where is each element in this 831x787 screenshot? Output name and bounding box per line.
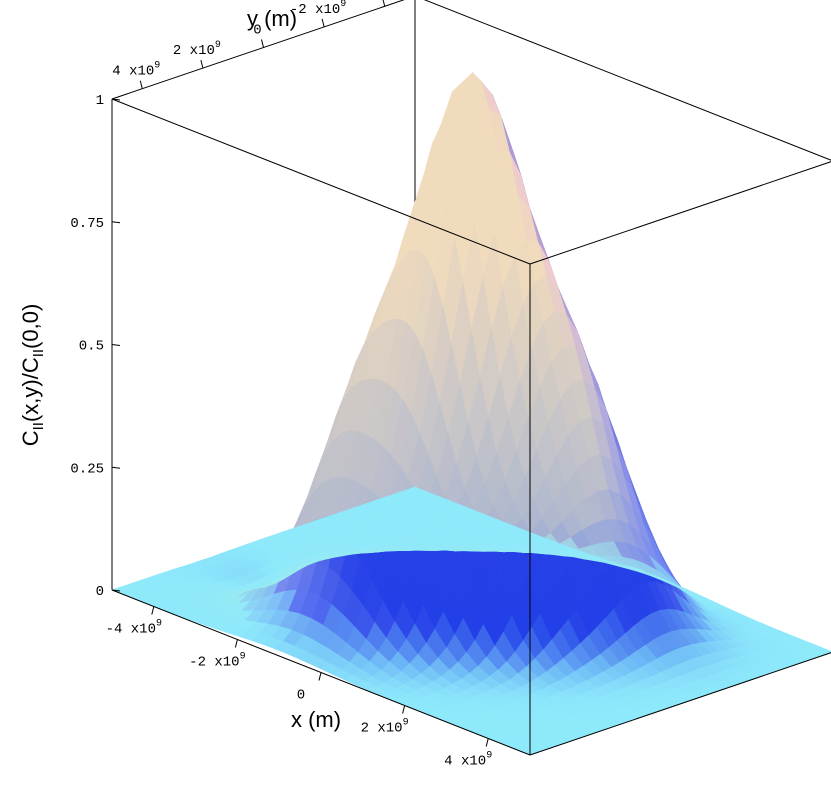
- y-tick-label: 0: [253, 23, 261, 39]
- y-axis-title: y (m): [247, 6, 297, 31]
- x-tick-label: -2 x109: [189, 652, 245, 671]
- y-tick-label: -2 x109: [290, 0, 346, 18]
- x-tick-label: 2 x109: [361, 718, 409, 737]
- y-tick: [261, 39, 264, 48]
- x-axis-title: x (m): [291, 707, 341, 732]
- x-tick: [151, 606, 155, 615]
- y-tick-label: 2 x109: [173, 40, 221, 59]
- box-edge: [423, 0, 831, 161]
- y-tick: [200, 59, 204, 69]
- y-tick-label: 4 x109: [112, 61, 160, 80]
- axis-ticks: [111, 0, 489, 747]
- z-tick-label: 1: [96, 93, 104, 109]
- z-tick-label: 0.25: [70, 461, 104, 477]
- z-tick-label: 0: [96, 584, 104, 600]
- z-tick: [111, 98, 121, 101]
- x-tick: [402, 705, 406, 714]
- z-tick: [111, 221, 121, 224]
- z-tick: [111, 589, 121, 592]
- x-tick: [234, 639, 238, 648]
- z-tick: [111, 466, 121, 469]
- x-tick-label: 0: [297, 688, 305, 704]
- surface: [111, 72, 831, 756]
- y-tick: [382, 0, 386, 7]
- tick-labels: 0 0.25 0.5 0.75 1 -4 x109 -2 x109 0 2 x109 4 x109…: [70, 0, 492, 770]
- x-tick-label: -4 x109: [106, 619, 162, 638]
- z-tick-label: 0.75: [70, 216, 104, 232]
- box-edge: [529, 161, 831, 265]
- surface-patch: [405, 486, 428, 495]
- x-tick-label: 4 x109: [444, 751, 492, 770]
- x-tick: [485, 738, 489, 747]
- y-tick: [139, 80, 143, 89]
- z-tick: [111, 344, 121, 346]
- z-axis-title: CII(x,y)/CII(0,0): [18, 304, 47, 447]
- x-tick: [318, 672, 322, 681]
- box-edge: [529, 652, 831, 756]
- y-tick: [321, 18, 325, 28]
- z-tick-label: 0.5: [79, 339, 104, 355]
- box-edge: [111, 98, 531, 265]
